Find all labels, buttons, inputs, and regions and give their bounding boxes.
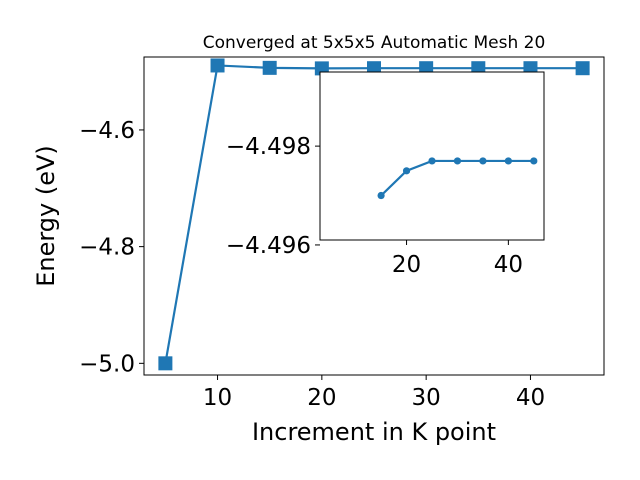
y-axis-label: Energy (eV) — [32, 145, 60, 287]
data-point — [377, 191, 385, 200]
inset-frame — [319, 71, 545, 241]
inset-ticks: 20 40 −4.498 −4.496 — [226, 134, 523, 278]
data-point — [504, 157, 512, 165]
y-tick-label: −4.498 — [226, 134, 311, 160]
data-point — [530, 157, 538, 165]
x-axis-label: Increment in K point — [252, 418, 496, 446]
y-tick-label: −4.496 — [226, 233, 311, 259]
data-point — [402, 167, 411, 175]
data-point — [158, 356, 173, 371]
chart-title: Converged at 5x5x5 Automatic Mesh 20 — [203, 33, 546, 53]
y-tick-label: −4.8 — [79, 235, 135, 261]
x-tick-label: 10 — [203, 385, 232, 411]
y-tick-label: −4.6 — [79, 118, 135, 144]
main-frame — [143, 56, 605, 376]
x-tick-label: 40 — [494, 252, 523, 278]
data-point — [210, 58, 225, 73]
main-ticks: 10 20 30 40 −5.0 −4.8 −4.6 — [79, 118, 545, 411]
data-point — [479, 157, 487, 165]
x-tick-label: 20 — [392, 252, 421, 278]
inset-series — [377, 157, 538, 200]
x-tick-label: 20 — [307, 385, 336, 411]
data-point — [575, 61, 590, 76]
data-point — [453, 157, 462, 165]
x-tick-label: 40 — [516, 385, 545, 411]
data-point — [262, 60, 277, 75]
inset-plot-area — [320, 72, 544, 240]
data-point — [428, 157, 436, 165]
inset-axes: 20 40 −4.498 −4.496 — [226, 71, 545, 278]
x-tick-label: 30 — [412, 385, 441, 411]
y-tick-label: −5.0 — [79, 351, 135, 377]
